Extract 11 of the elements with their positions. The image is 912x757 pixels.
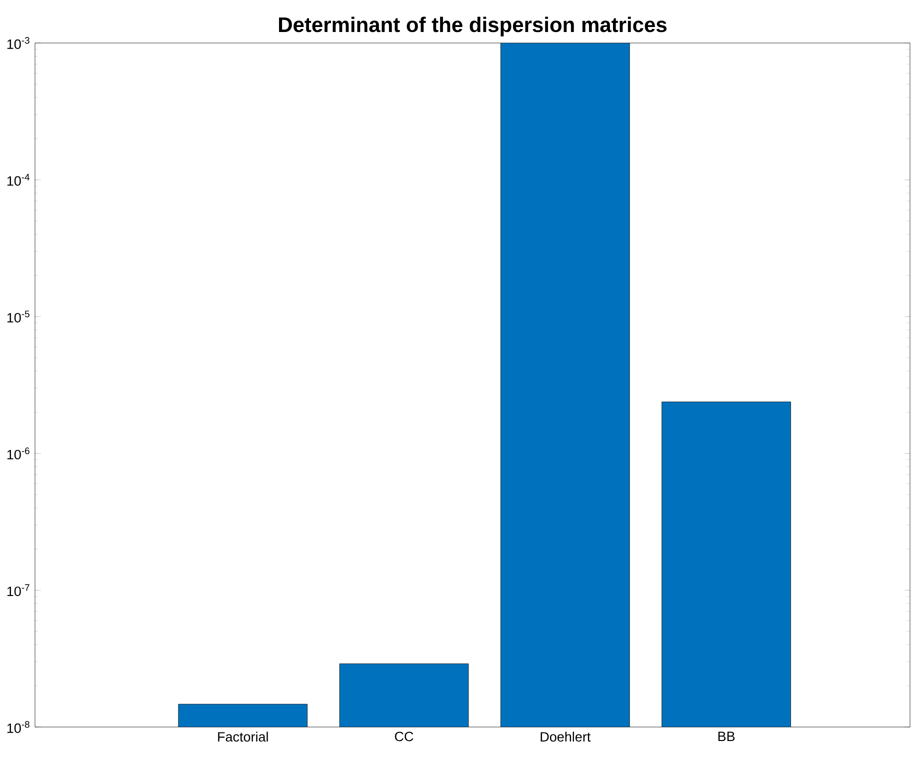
x-tick-label: CC	[394, 732, 414, 742]
y-tick-label: 10$^{-6}$	[7, 447, 30, 460]
y-tick-label: 10$^{-4}$	[7, 174, 30, 186]
y-tick-label: 10$^{-5}$	[7, 310, 30, 323]
x-tick-label: Doehlert	[540, 732, 591, 742]
chart-title: Determinant of the dispersion matrices	[279, 16, 666, 36]
x-tick-label: BB	[718, 732, 735, 741]
y-tick-label: 10$^{-7}$	[7, 584, 30, 596]
y-tick-label: 10$^{-8}$	[7, 721, 30, 733]
y-tick-label: 10$^{-3}$	[7, 37, 30, 49]
x-tick-label: Factorial	[218, 732, 268, 742]
